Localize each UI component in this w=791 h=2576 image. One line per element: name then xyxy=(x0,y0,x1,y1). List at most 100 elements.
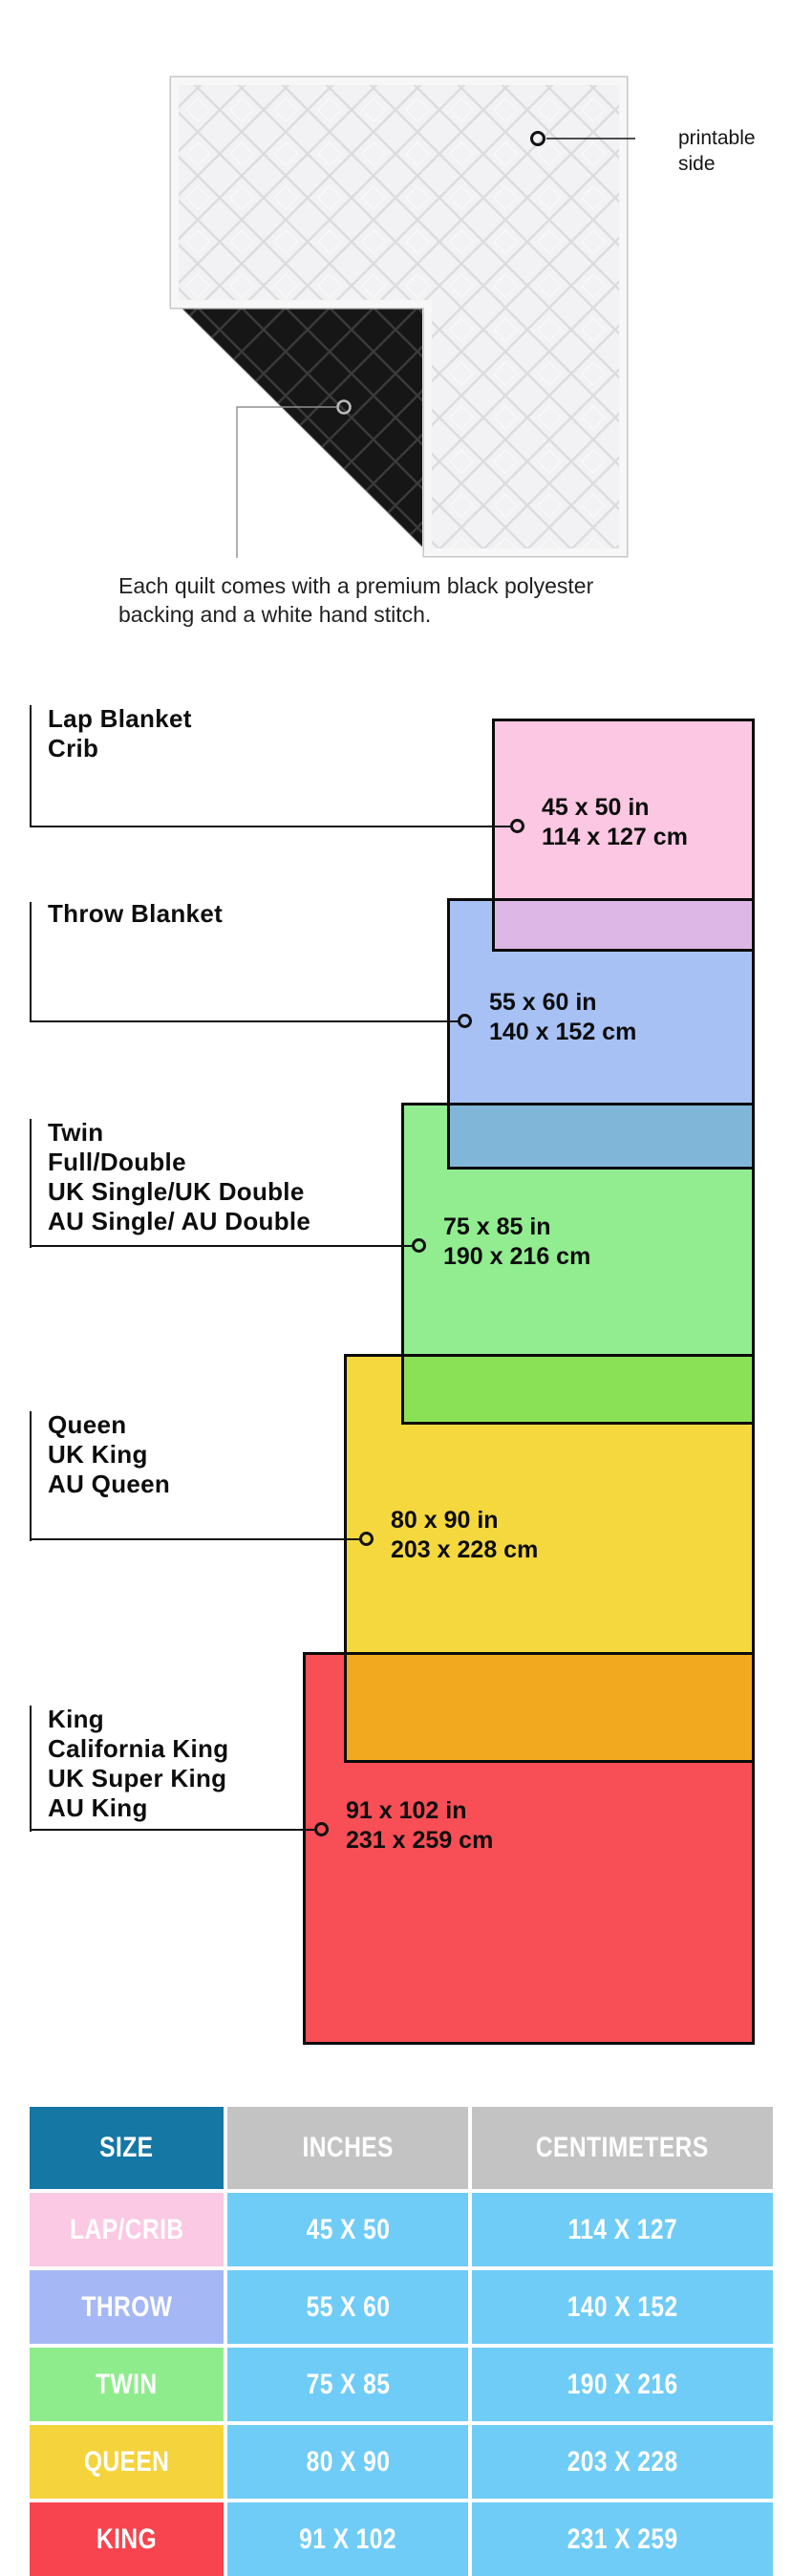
throw-dim-cm: 140 x 152 cm xyxy=(489,1019,637,1045)
cell-text: KING xyxy=(96,2522,158,2555)
table-row-lap-inches: 45 X 50 xyxy=(227,2193,468,2266)
table-row-king-cm: 231 X 259 xyxy=(472,2502,773,2576)
cell-text: QUEEN xyxy=(83,2445,170,2478)
cell-text: 114 X 127 xyxy=(567,2213,677,2245)
twin-leader-vertical xyxy=(30,1119,32,1248)
queen-label-line: UK King xyxy=(48,1440,148,1469)
throw-dim-inches: 55 x 60 in xyxy=(489,989,597,1016)
cell-text: LAP/CRIB xyxy=(69,2213,184,2245)
table-row-twin-cm: 190 X 216 xyxy=(472,2348,773,2421)
queen-group-label: Queen UK King AU Queen xyxy=(48,1410,170,1499)
table-row-throw-cm: 140 X 152 xyxy=(472,2270,773,2344)
cell-text: TWIN xyxy=(96,2368,158,2400)
cell-text: 231 X 259 xyxy=(567,2522,678,2555)
cell-text: 45 X 50 xyxy=(306,2213,390,2245)
throw-group-label: Throw Blanket xyxy=(48,899,223,929)
cell-text: 203 X 228 xyxy=(567,2445,678,2478)
lap-dim-cm: 114 x 127 cm xyxy=(542,824,688,850)
twin-group-label: Twin Full/Double UK Single/UK Double AU … xyxy=(48,1118,310,1236)
twin-dim-inches: 75 x 85 in xyxy=(443,1213,551,1240)
king-callout-circle-icon xyxy=(314,1822,329,1836)
queen-rect-outline xyxy=(344,1354,755,1763)
table-row-king-inches: 91 X 102 xyxy=(227,2502,468,2576)
cell-text: 55 X 60 xyxy=(306,2290,390,2323)
twin-label-line: Twin xyxy=(48,1118,104,1147)
queen-leader-vertical xyxy=(30,1411,32,1541)
printable-side-label: printable side xyxy=(678,127,756,175)
lap-leader-vertical xyxy=(30,705,32,827)
cell-text: 80 X 90 xyxy=(306,2445,390,2478)
throw-leader-horizontal xyxy=(30,1020,458,1022)
backing-callout-circle-icon xyxy=(336,399,352,415)
lap-callout-circle-icon xyxy=(510,819,524,833)
lap-leader-horizontal xyxy=(30,826,510,827)
table-header-centimeters: CENTIMETERS xyxy=(472,2107,773,2189)
backing-callout-line xyxy=(236,406,336,558)
king-rect-outline xyxy=(303,1652,755,2045)
cell-text: 91 X 102 xyxy=(299,2522,396,2555)
king-label-line: AU King xyxy=(48,1793,148,1822)
table-header-inches: INCHES xyxy=(227,2107,468,2189)
twin-leader-horizontal xyxy=(30,1245,412,1247)
table-row-king-size: KING xyxy=(30,2502,224,2576)
lap-dimensions: 45 x 50 in 114 x 127 cm xyxy=(542,793,688,852)
table-row-twin-inches: 75 X 85 xyxy=(227,2348,468,2421)
queen-king-overlap xyxy=(344,1652,755,1763)
throw-leader-vertical xyxy=(30,902,32,1022)
table-row-queen-inches: 80 X 90 xyxy=(227,2425,468,2499)
twin-queen-overlap xyxy=(401,1354,755,1425)
cell-text: THROW xyxy=(81,2290,172,2323)
king-label-line: California King xyxy=(48,1734,229,1763)
twin-label-line: UK Single/UK Double xyxy=(48,1177,305,1206)
queen-callout-circle-icon xyxy=(359,1532,374,1546)
throw-twin-overlap xyxy=(447,1103,755,1170)
twin-rect-outline xyxy=(401,1103,755,1425)
table-row-queen-size: QUEEN xyxy=(30,2425,224,2499)
twin-callout-circle-icon xyxy=(412,1238,426,1253)
cell-text: 190 X 216 xyxy=(567,2368,678,2400)
lap-group-label: Lap Blanket Crib xyxy=(48,704,192,763)
table-row-twin-size: TWIN xyxy=(30,2348,224,2421)
throw-callout-circle-icon xyxy=(458,1014,472,1028)
king-label-line: King xyxy=(48,1705,104,1733)
lap-dim-inches: 45 x 50 in xyxy=(542,794,650,821)
lap-throw-overlap xyxy=(492,898,755,952)
lap-label-line: Lap Blanket xyxy=(48,704,192,733)
twin-label-line: AU Single/ AU Double xyxy=(48,1207,311,1235)
queen-label-line: Queen xyxy=(48,1410,127,1439)
description-line-2: backing and a white hand stitch. xyxy=(118,602,432,627)
table-row-throw-inches: 55 X 60 xyxy=(227,2270,468,2344)
queen-leader-horizontal xyxy=(30,1538,359,1540)
cell-text: 75 X 85 xyxy=(306,2368,390,2400)
table-row-lap-cm: 114 X 127 xyxy=(472,2193,773,2266)
king-dim-inches: 91 x 102 in xyxy=(346,1797,467,1824)
twin-label-line: Full/Double xyxy=(48,1148,186,1176)
lap-label-line: Crib xyxy=(48,734,99,762)
table-row-queen-cm: 203 X 228 xyxy=(472,2425,773,2499)
fold-crease-line xyxy=(179,305,423,547)
king-group-label: King California King UK Super King AU Ki… xyxy=(48,1705,228,1823)
cell-text: 140 X 152 xyxy=(567,2290,678,2323)
quilt-white-front xyxy=(171,77,627,556)
throw-rect-outline xyxy=(447,898,755,1170)
quilt-description: Each quilt comes with a premium black po… xyxy=(118,571,711,629)
quilt-illustration xyxy=(169,75,635,558)
king-leader-vertical xyxy=(30,1706,32,1832)
table-header-centimeters-text: CENTIMETERS xyxy=(536,2132,709,2163)
king-dimensions: 91 x 102 in 231 x 259 cm xyxy=(346,1796,493,1856)
queen-dim-cm: 203 x 228 cm xyxy=(391,1536,539,1563)
throw-label-line: Throw Blanket xyxy=(48,899,224,928)
king-leader-horizontal xyxy=(30,1829,314,1831)
table-header-size-text: SIZE xyxy=(99,2132,154,2163)
table-row-lap-size: LAP/CRIB xyxy=(30,2193,224,2266)
table-row-throw-size: THROW xyxy=(30,2270,224,2344)
twin-dimensions: 75 x 85 in 190 x 216 cm xyxy=(443,1213,590,1272)
lap-rect-outline xyxy=(492,719,755,952)
throw-dimensions: 55 x 60 in 140 x 152 cm xyxy=(489,988,636,1047)
description-line-1: Each quilt comes with a premium black po… xyxy=(118,573,594,598)
queen-dim-inches: 80 x 90 in xyxy=(391,1507,499,1534)
king-label-line: UK Super King xyxy=(48,1764,227,1792)
printable-callout-circle-icon xyxy=(530,131,545,146)
table-header-size: SIZE xyxy=(30,2107,224,2189)
